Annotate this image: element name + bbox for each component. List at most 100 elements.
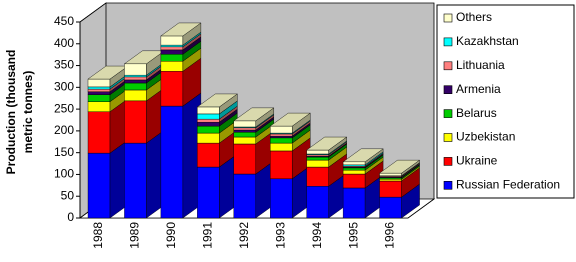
bar-front [380,179,402,181]
y-tick-label: 400 [54,36,74,50]
x-tick-label: 1990 [164,222,178,249]
bar-front [270,136,292,138]
bar-front [234,128,256,130]
bar-front [270,143,292,151]
bar-front [234,174,256,218]
bar-front [124,143,146,218]
bar-front [161,50,183,54]
legend-label: Others [456,10,492,24]
bar-front [88,89,110,92]
x-tick-label: 1996 [383,222,397,249]
x-tick-label: 1993 [273,222,287,249]
bar-front [124,101,146,143]
y-tick-label: 450 [54,14,74,28]
legend-label: Armenia [456,82,501,96]
bar-front [270,138,292,143]
y-tick-label: 300 [54,80,74,94]
x-tick-label: 1995 [346,222,360,249]
bar-front [161,54,183,61]
bar-front [307,186,329,218]
y-axis-label-line: Production (thousand [4,50,18,175]
bar-front [124,64,146,75]
legend-swatch [444,181,452,189]
bar-front [197,126,219,133]
bar-front [380,181,402,197]
bar-front [234,121,256,127]
bar-front [88,92,110,95]
bar-front [88,87,110,89]
legend-swatch [444,110,452,118]
y-tick-label: 350 [54,58,74,72]
legend-swatch [444,38,452,46]
bar-front [270,179,292,218]
legend-label: Uzbekistan [456,130,515,144]
legend-label: Lithuania [456,58,505,72]
x-tick-label: 1992 [237,222,251,249]
bar-front [197,133,219,143]
y-tick-label: 50 [61,188,75,202]
bar-front [343,170,365,174]
x-tick-label: 1991 [201,222,215,249]
bar-front [270,151,292,179]
bar-front [307,160,329,167]
bar-front [161,71,183,106]
bar-front [307,157,329,160]
y-tick-label: 150 [54,145,74,159]
y-tick-label: 100 [54,167,74,181]
bar-front [307,167,329,186]
bar-front [88,112,110,153]
bar-front [197,114,219,119]
bar-front [380,173,402,176]
bar-front [88,153,110,218]
bar-front [197,107,219,114]
x-tick-label: 1988 [91,222,105,249]
bar-front [234,137,256,144]
bar-front [124,83,146,90]
bar-front [124,75,146,77]
legend-swatch [444,62,452,70]
bar-front [88,102,110,112]
legend-label: Belarus [456,106,497,120]
bar-front [88,79,110,87]
legend-label: Ukraine [456,154,498,168]
bar-front [343,188,365,218]
bar-front [124,77,146,80]
legend-label: Russian Federation [456,177,560,191]
bar-front [88,95,110,102]
legend-swatch [444,14,452,22]
bar-front [197,119,219,122]
bar-front [197,167,219,218]
legend-swatch [444,157,452,165]
x-tick-label: 1989 [128,222,142,249]
bar-front [307,150,329,154]
bar-front [161,47,183,50]
bar-front [197,143,219,167]
bar-front [124,80,146,83]
y-axis-label: Production (thousand metric tonnes) [4,50,35,175]
y-tick-label: 0 [67,210,74,224]
bar-front [197,122,219,126]
bar-front [343,174,365,188]
legend-swatch [444,86,452,94]
bar-front [380,197,402,218]
bar-segment [161,93,201,218]
bar-front [124,90,146,101]
x-tick-label: 1994 [310,222,324,249]
y-axis-label-line: metric tonnes) [21,71,35,154]
bar-front [270,126,292,133]
bar-front [234,132,256,137]
bar-front [343,162,365,165]
bar-front [234,144,256,174]
bar-front [343,168,365,170]
legend-swatch [444,134,452,142]
legend-label: Kazakhstan [456,34,519,48]
bar-front [161,106,183,218]
bar-front [234,130,256,132]
bar-front [161,61,183,71]
bar-front [161,36,183,45]
y-tick-label: 250 [54,101,74,115]
y-tick-label: 200 [54,123,74,137]
bar-front [161,45,183,47]
bar-front [270,134,292,136]
